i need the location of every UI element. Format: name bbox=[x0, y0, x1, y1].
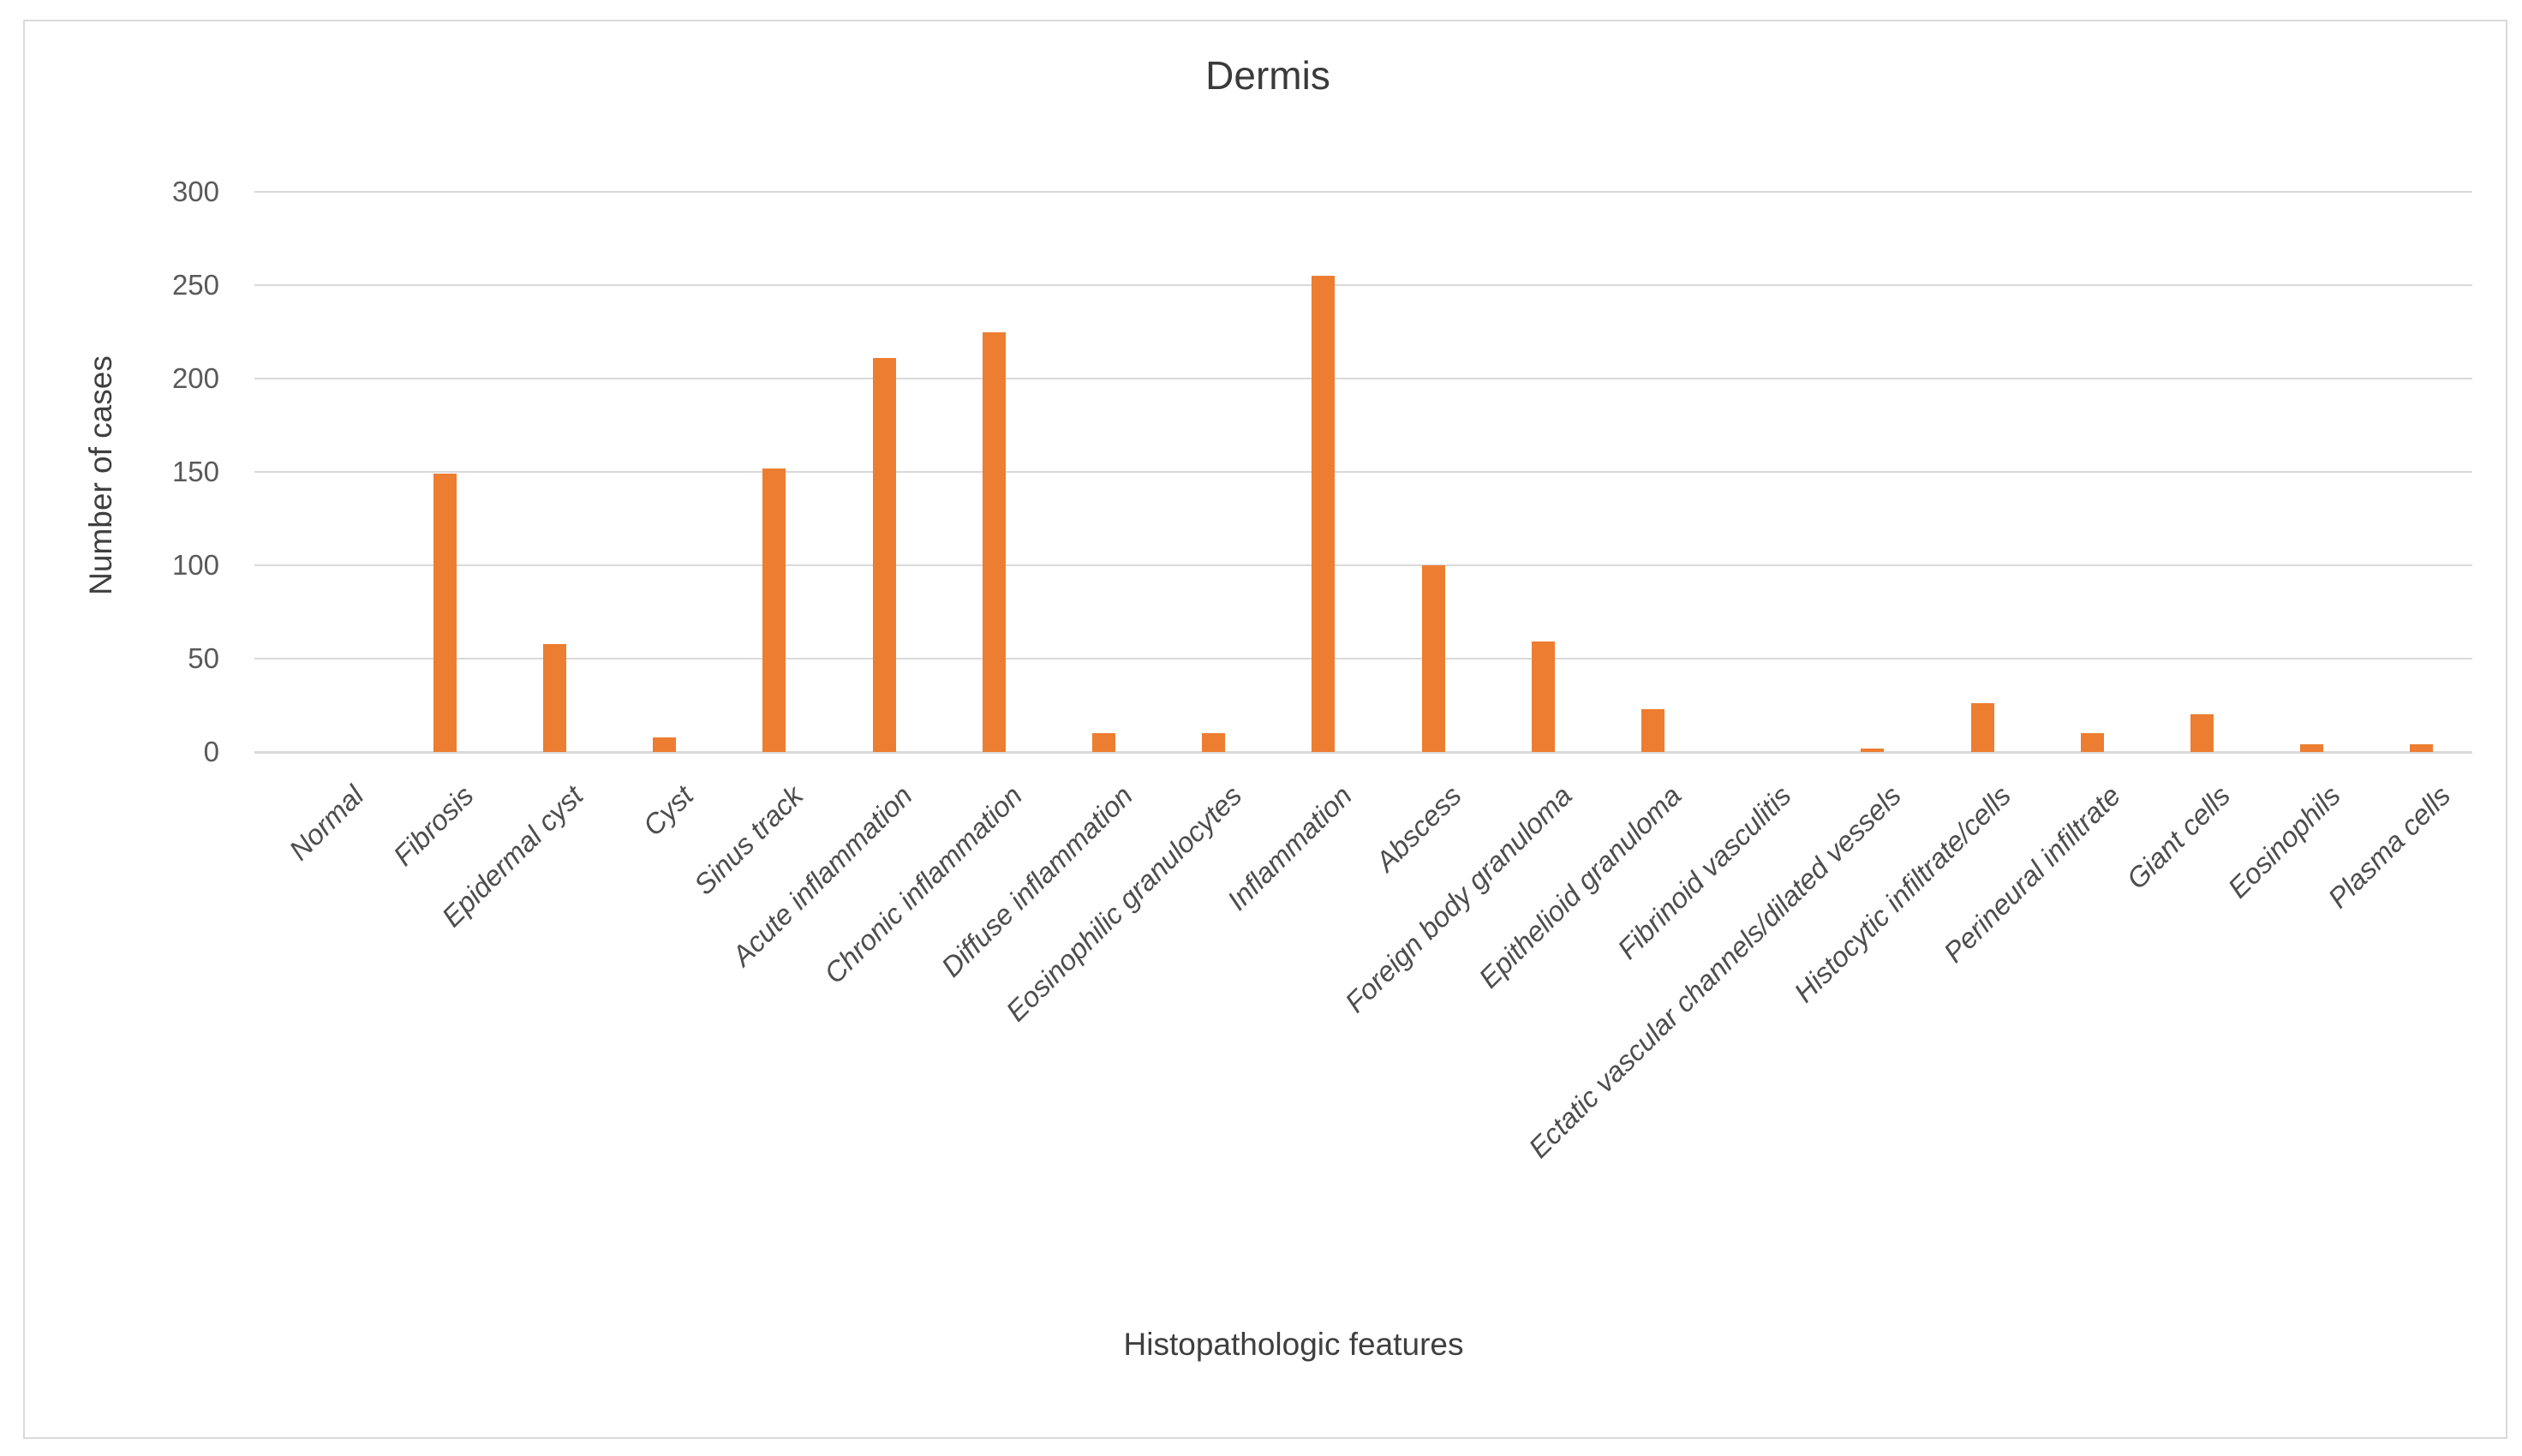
bar bbox=[1861, 748, 1885, 752]
y-tick-label: 150 bbox=[171, 456, 219, 487]
y-tick-label: 250 bbox=[171, 269, 219, 301]
gridline bbox=[254, 658, 2472, 659]
bar bbox=[1641, 708, 1664, 752]
bar bbox=[872, 358, 896, 752]
chart-title: Dermis bbox=[1205, 53, 1330, 98]
x-axis-line bbox=[254, 751, 2472, 754]
bar bbox=[433, 474, 457, 752]
y-tick-label: 300 bbox=[171, 176, 219, 207]
y-tick-label: 100 bbox=[171, 549, 219, 581]
y-tick-label: 0 bbox=[203, 736, 219, 767]
x-axis-title: Histopathologic features bbox=[1123, 1327, 1464, 1362]
gridline bbox=[254, 471, 2472, 473]
gridline bbox=[254, 564, 2472, 566]
gridline bbox=[254, 191, 2472, 193]
bar bbox=[2190, 714, 2214, 752]
bar bbox=[543, 643, 566, 752]
bar bbox=[2080, 733, 2104, 752]
bar bbox=[762, 468, 786, 752]
y-tick-label: 200 bbox=[171, 362, 219, 394]
bar bbox=[653, 737, 677, 752]
bar bbox=[1092, 733, 1115, 752]
bar bbox=[1531, 641, 1555, 752]
bar bbox=[1312, 276, 1336, 752]
bar bbox=[2300, 744, 2324, 752]
bar bbox=[2410, 744, 2434, 752]
chart-border bbox=[23, 20, 2507, 1439]
bar bbox=[982, 331, 1006, 752]
gridline bbox=[254, 378, 2472, 379]
bar bbox=[1421, 565, 1445, 752]
gridline bbox=[254, 284, 2472, 286]
bar bbox=[1202, 733, 1226, 752]
bar bbox=[1970, 703, 1994, 752]
y-tick-label: 50 bbox=[188, 642, 219, 674]
